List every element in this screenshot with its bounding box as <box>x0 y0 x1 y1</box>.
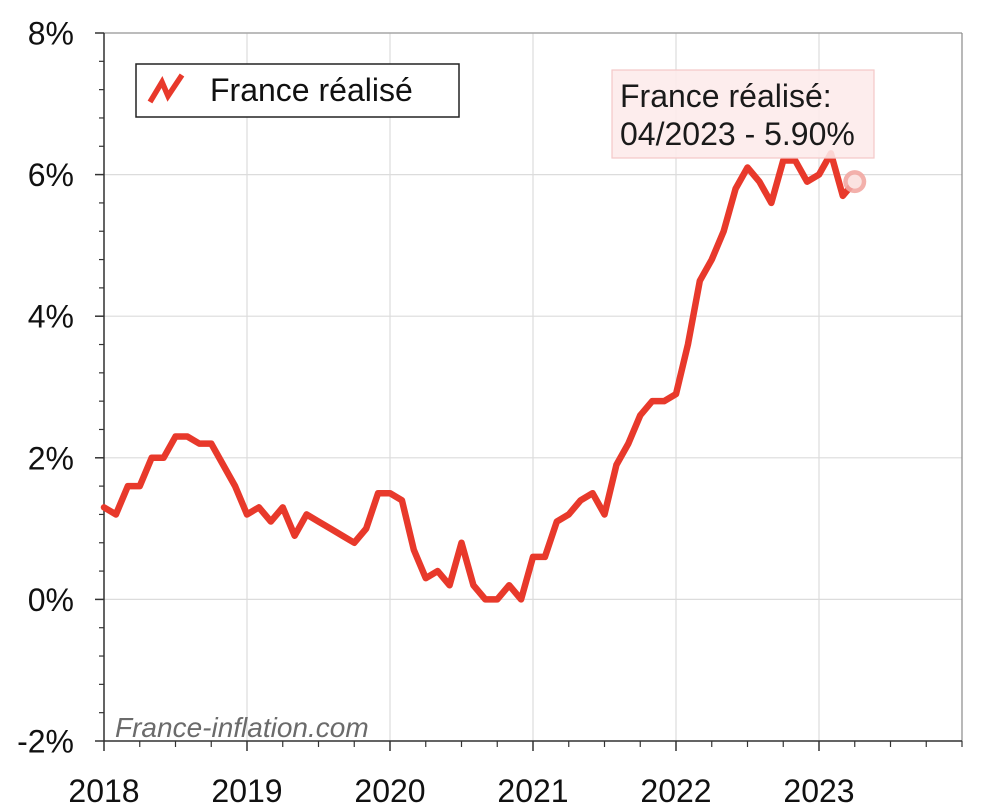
legend-box <box>135 63 460 118</box>
hover-point-marker[interactable] <box>847 174 862 189</box>
x-tick-label: 2020 <box>354 773 425 809</box>
axis-ticks <box>95 32 963 751</box>
x-tick-label: 2019 <box>211 773 282 809</box>
tooltip-value: 04/2023 - 5.90% <box>620 116 855 152</box>
y-tick-label: 8% <box>28 16 74 52</box>
legend-label[interactable]: France réalisé <box>210 72 413 108</box>
y-tick-label: 4% <box>28 299 74 335</box>
x-tick-label: 2023 <box>783 773 854 809</box>
tooltip-box <box>611 69 875 159</box>
hover-marker <box>843 170 867 194</box>
y-tick-label: 2% <box>28 440 74 476</box>
x-tick-label: 2018 <box>68 773 139 809</box>
x-tick-label: 2021 <box>497 773 568 809</box>
tooltip-title: France réalisé: <box>620 78 832 114</box>
tooltip: France réalisé: 04/2023 - 5.90% <box>611 69 875 159</box>
watermark-text: France-inflation.com <box>115 712 369 743</box>
y-tick-label: 0% <box>28 582 74 618</box>
y-tick-label: 6% <box>28 157 74 193</box>
zigzag-line-icon <box>147 73 185 104</box>
series-layer <box>100 150 858 603</box>
x-tick-label: 2022 <box>640 773 711 809</box>
y-tick-labels: -2% 0% 2% 4% 6% 8% <box>17 16 74 760</box>
legend[interactable]: France réalisé <box>135 63 460 118</box>
y-tick-label: -2% <box>17 724 74 760</box>
x-tick-labels: 2018 2019 2020 2021 2022 2023 <box>68 773 854 809</box>
series-line-france-realise[interactable] <box>100 150 858 603</box>
